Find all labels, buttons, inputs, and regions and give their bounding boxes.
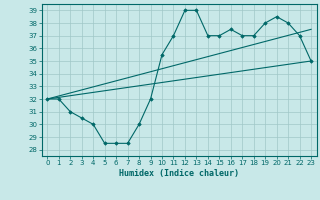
X-axis label: Humidex (Indice chaleur): Humidex (Indice chaleur) [119,169,239,178]
